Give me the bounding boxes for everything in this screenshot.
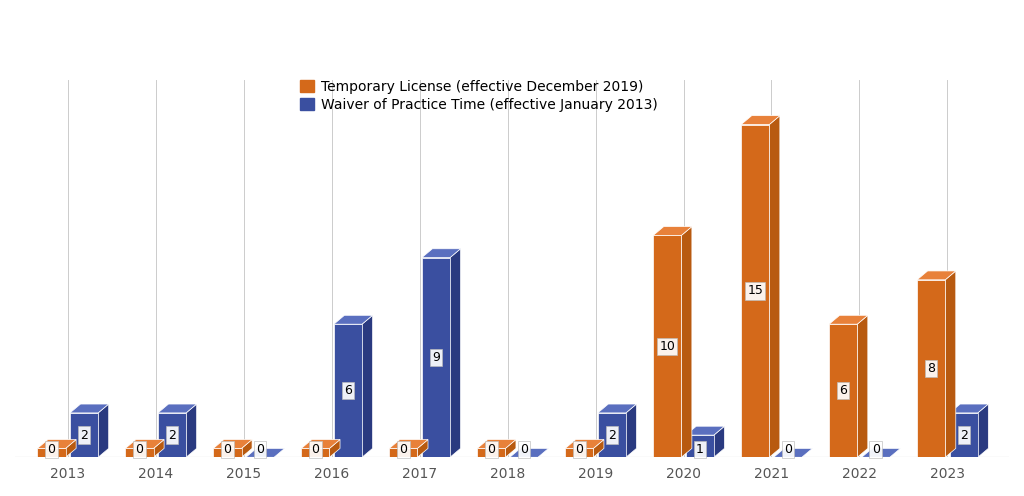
Polygon shape [686, 435, 714, 457]
Polygon shape [538, 448, 549, 457]
Text: 2: 2 [80, 429, 88, 441]
Polygon shape [598, 404, 637, 413]
Polygon shape [802, 448, 812, 457]
Text: 0: 0 [47, 443, 55, 456]
Polygon shape [418, 439, 428, 457]
Polygon shape [565, 448, 593, 457]
Text: 0: 0 [575, 443, 584, 456]
Polygon shape [949, 404, 988, 413]
Polygon shape [774, 448, 812, 457]
Text: 0: 0 [311, 443, 319, 456]
Polygon shape [301, 439, 340, 448]
Text: 6: 6 [840, 384, 847, 397]
Polygon shape [918, 280, 945, 457]
Polygon shape [506, 439, 516, 457]
Polygon shape [242, 439, 252, 457]
Polygon shape [213, 439, 252, 448]
Polygon shape [422, 249, 461, 257]
Text: 2: 2 [959, 429, 968, 441]
Polygon shape [918, 271, 955, 280]
Polygon shape [829, 324, 857, 457]
Polygon shape [829, 315, 867, 324]
Polygon shape [70, 413, 98, 457]
Polygon shape [70, 404, 109, 413]
Polygon shape [857, 315, 867, 457]
Polygon shape [861, 448, 900, 457]
Polygon shape [154, 439, 164, 457]
Polygon shape [389, 439, 428, 448]
Polygon shape [769, 116, 780, 457]
Polygon shape [125, 448, 154, 457]
Polygon shape [158, 413, 186, 457]
Text: 0: 0 [520, 443, 528, 456]
Polygon shape [477, 439, 516, 448]
Text: 0: 0 [783, 443, 792, 456]
Polygon shape [362, 315, 373, 457]
Polygon shape [125, 439, 164, 448]
Polygon shape [510, 448, 549, 457]
Polygon shape [213, 448, 242, 457]
Text: 0: 0 [223, 443, 231, 456]
Legend: Temporary License (effective December 2019), Waiver of Practice Time (effective : Temporary License (effective December 20… [300, 79, 657, 112]
Polygon shape [945, 271, 955, 457]
Text: 0: 0 [256, 443, 264, 456]
Polygon shape [330, 439, 340, 457]
Polygon shape [158, 404, 197, 413]
Polygon shape [741, 124, 769, 457]
Polygon shape [653, 236, 681, 457]
Polygon shape [949, 413, 978, 457]
Text: 6: 6 [344, 384, 352, 397]
Polygon shape [389, 448, 418, 457]
Polygon shape [686, 426, 724, 435]
Text: 0: 0 [399, 443, 408, 456]
Polygon shape [741, 116, 780, 124]
Text: 8: 8 [927, 362, 935, 375]
Polygon shape [477, 448, 506, 457]
Text: 2: 2 [608, 429, 615, 441]
Polygon shape [246, 448, 285, 457]
Polygon shape [38, 448, 66, 457]
Polygon shape [186, 404, 197, 457]
Polygon shape [422, 257, 450, 457]
Text: 9: 9 [432, 351, 440, 364]
Polygon shape [274, 448, 285, 457]
Text: 0: 0 [871, 443, 880, 456]
Polygon shape [38, 439, 76, 448]
Polygon shape [334, 324, 362, 457]
Polygon shape [66, 439, 76, 457]
Polygon shape [653, 227, 692, 236]
Text: 0: 0 [135, 443, 143, 456]
Polygon shape [301, 448, 330, 457]
Text: 0: 0 [487, 443, 496, 456]
Text: 2: 2 [168, 429, 176, 441]
Polygon shape [681, 227, 692, 457]
Polygon shape [978, 404, 988, 457]
Polygon shape [334, 315, 373, 324]
Polygon shape [890, 448, 900, 457]
Polygon shape [593, 439, 604, 457]
Polygon shape [714, 426, 724, 457]
Polygon shape [626, 404, 637, 457]
Polygon shape [450, 249, 461, 457]
Polygon shape [98, 404, 109, 457]
Polygon shape [598, 413, 626, 457]
Text: 10: 10 [659, 340, 675, 353]
Text: 15: 15 [748, 284, 763, 298]
Polygon shape [565, 439, 604, 448]
Text: 1: 1 [696, 443, 703, 456]
